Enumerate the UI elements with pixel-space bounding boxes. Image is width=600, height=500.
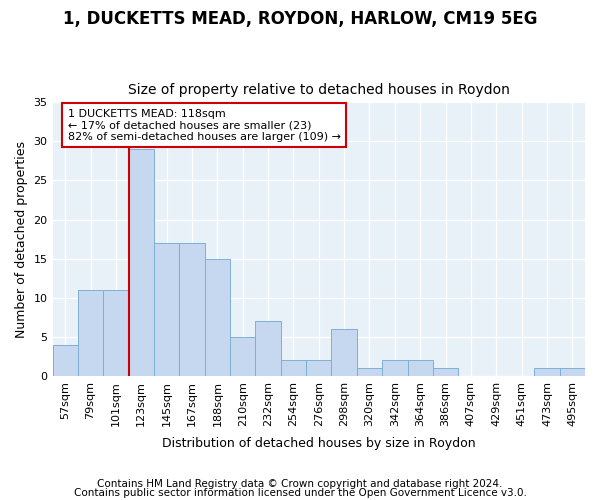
Bar: [560, 368, 585, 376]
Text: Contains public sector information licensed under the Open Government Licence v3: Contains public sector information licen…: [74, 488, 526, 498]
Bar: [103, 290, 128, 376]
Title: Size of property relative to detached houses in Roydon: Size of property relative to detached ho…: [128, 83, 510, 97]
Bar: [53, 344, 78, 376]
Text: 1 DUCKETTS MEAD: 118sqm
← 17% of detached houses are smaller (23)
82% of semi-de: 1 DUCKETTS MEAD: 118sqm ← 17% of detache…: [68, 108, 341, 142]
Bar: [230, 337, 256, 376]
Bar: [78, 290, 103, 376]
Bar: [281, 360, 306, 376]
Bar: [534, 368, 560, 376]
Y-axis label: Number of detached properties: Number of detached properties: [15, 140, 28, 338]
Text: 1, DUCKETTS MEAD, ROYDON, HARLOW, CM19 5EG: 1, DUCKETTS MEAD, ROYDON, HARLOW, CM19 5…: [63, 10, 537, 28]
Bar: [128, 149, 154, 376]
Bar: [306, 360, 331, 376]
Bar: [179, 243, 205, 376]
Bar: [154, 243, 179, 376]
Text: Contains HM Land Registry data © Crown copyright and database right 2024.: Contains HM Land Registry data © Crown c…: [97, 479, 503, 489]
Bar: [205, 258, 230, 376]
Bar: [433, 368, 458, 376]
Bar: [382, 360, 407, 376]
Bar: [256, 321, 281, 376]
X-axis label: Distribution of detached houses by size in Roydon: Distribution of detached houses by size …: [162, 437, 476, 450]
Bar: [357, 368, 382, 376]
Bar: [331, 329, 357, 376]
Bar: [407, 360, 433, 376]
